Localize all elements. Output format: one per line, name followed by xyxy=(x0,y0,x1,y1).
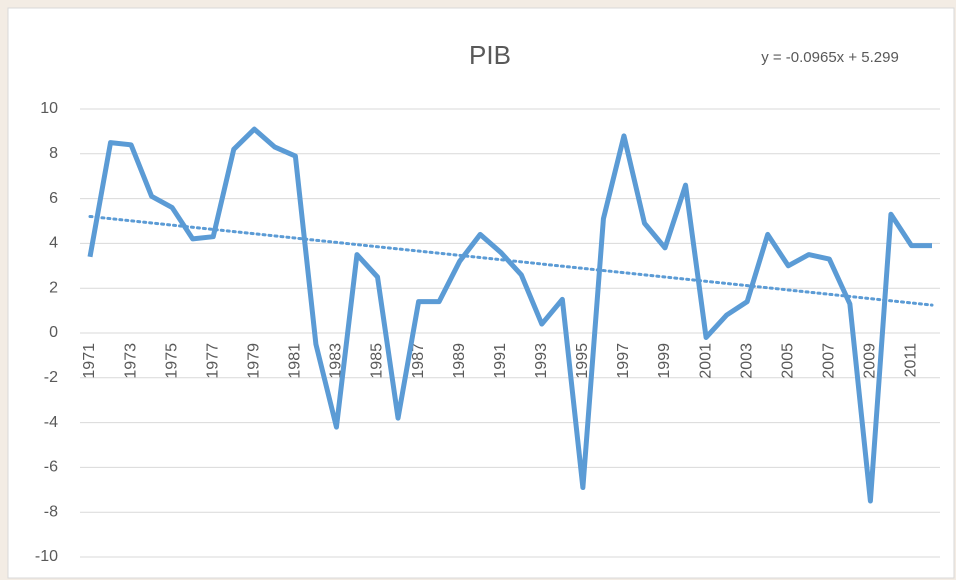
x-tick-label: 1997 xyxy=(615,343,632,379)
y-tick-label: -4 xyxy=(44,414,58,431)
y-tick-label: 4 xyxy=(49,235,58,252)
x-tick-label: 1979 xyxy=(246,343,263,379)
y-tick-label: 0 xyxy=(49,324,58,341)
y-tick-label: 2 xyxy=(49,279,58,296)
x-tick-label: 1993 xyxy=(533,343,550,379)
y-tick-label: -8 xyxy=(44,503,58,520)
x-tick-label: 1981 xyxy=(287,343,304,379)
x-tick-label: 1971 xyxy=(81,343,98,379)
x-tick-label: 1995 xyxy=(574,343,591,379)
y-tick-label: 10 xyxy=(40,100,58,117)
y-tick-label: -10 xyxy=(35,548,58,565)
x-tick-label: 1999 xyxy=(656,343,673,379)
trendline-equation: y = -0.0965x + 5.299 xyxy=(761,49,899,66)
y-tick-label: -2 xyxy=(44,369,58,386)
x-tick-label: 2001 xyxy=(697,343,714,379)
data-line xyxy=(87,126,932,504)
x-tick-label: 1983 xyxy=(328,343,345,379)
x-tick-label: 1985 xyxy=(369,343,386,379)
x-tick-label: 2003 xyxy=(738,343,755,379)
x-tick-label: 1987 xyxy=(410,343,427,379)
x-tick-label: 1975 xyxy=(163,343,180,379)
chart-title: PIB xyxy=(469,40,511,70)
x-tick-label: 1991 xyxy=(492,343,509,379)
x-tick-label: 2009 xyxy=(862,343,879,379)
x-tick-label: 2005 xyxy=(779,343,796,379)
y-tick-label: -6 xyxy=(44,459,58,476)
x-tick-label: 2011 xyxy=(903,343,920,378)
x-tick-label: 1977 xyxy=(204,343,221,379)
x-tick-label: 1973 xyxy=(122,343,139,379)
y-tick-label: 6 xyxy=(49,190,58,207)
y-tick-label: 8 xyxy=(49,145,58,162)
x-tick-label: 1989 xyxy=(451,343,468,379)
x-tick-label: 2007 xyxy=(821,343,838,379)
chart-area xyxy=(7,7,955,579)
